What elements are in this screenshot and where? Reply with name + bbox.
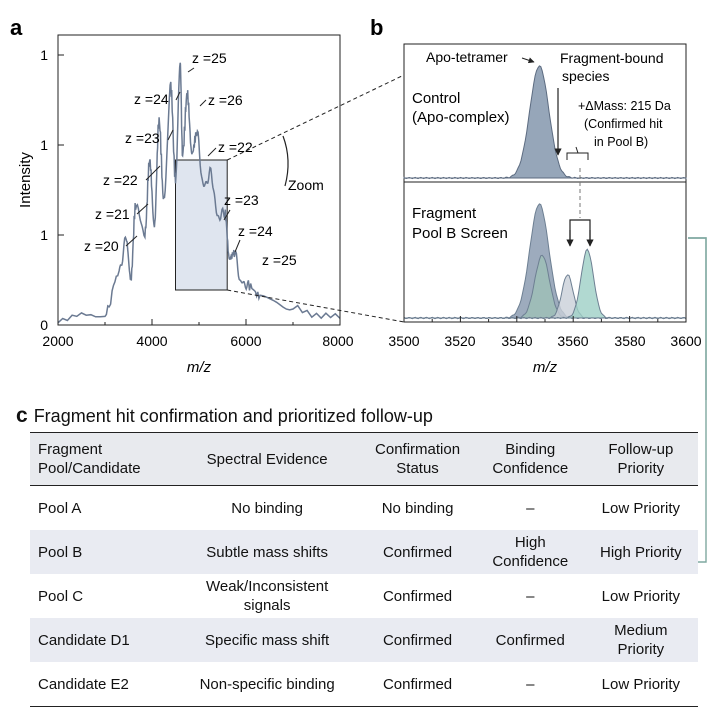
charge-label-z22: z =22 (103, 172, 138, 188)
charge-label-z22-b: z =22 (218, 139, 253, 155)
table-row: Candidate E2 Non-specific binding Confir… (30, 662, 698, 707)
fragment-bound-label-1: Fragment-bound (560, 50, 664, 66)
hits-table: Fragment Pool/Candidate Spectral Evidence… (30, 432, 698, 707)
cell-status: Confirmed (382, 587, 453, 605)
zoom-label: Zoom (288, 177, 324, 193)
pool-b-connector (688, 237, 707, 400)
y-tick-a-3: 1 (40, 47, 48, 63)
screen-label-1: Fragment (412, 205, 477, 222)
cell-candidate: Candidate D1 (38, 631, 130, 649)
mass-label-1: +ΔMass: 215 Da (578, 99, 671, 113)
charge-label-z23-b: z =23 (224, 192, 259, 208)
header-binding: Binding Confidence (492, 441, 569, 477)
cell-priority: Low Priority (601, 587, 681, 605)
mass-label-3: in Pool B) (594, 135, 648, 149)
cell-confidence: High Confidence (492, 534, 569, 570)
y-tick-a-0: 0 (40, 317, 48, 333)
zoom-line-top (226, 74, 405, 161)
cell-status: Confirmed (382, 675, 453, 693)
fragment-bound-label-2: species (562, 68, 609, 84)
charge-label-z25: z =25 (192, 50, 227, 66)
figure-panels: a b 0 1 1 1 2000 4000 6000 8000 m/z Inte… (10, 15, 707, 400)
x-tick-b-1: 3520 (444, 333, 475, 349)
x-tick-a-0: 2000 (42, 333, 73, 349)
cell-evidence: Weak/Inconsistent signals (205, 578, 329, 614)
charge-label-z25-b: z =25 (262, 252, 297, 268)
table-row: Candidate D1 Specific mass shift Confirm… (30, 618, 698, 662)
cell-priority: Medium Priority (614, 622, 668, 658)
table-header-row: Fragment Pool/Candidate Spectral Evidence… (30, 432, 698, 486)
header-confirmation: Confirmation Status (375, 441, 461, 477)
cell-evidence: Non-specific binding (199, 675, 335, 693)
table-row: Pool B Subtle mass shifts Confirmed High… (30, 530, 698, 574)
section-c-title-text: Fragment hit confirmation and prioritize… (33, 406, 433, 426)
header-fragment: Fragment Pool/Candidate (38, 441, 141, 477)
header-priority: Follow-up Priority (608, 441, 674, 477)
control-label-2: (Apo-complex) (412, 109, 510, 126)
cell-confidence: – (526, 587, 535, 605)
x-tick-b-2: 3540 (501, 333, 532, 349)
panel-label-b: b (370, 15, 383, 40)
y-tick-a-1: 1 (40, 227, 48, 243)
charge-label-z21: z =21 (95, 206, 130, 222)
x-axis-label-a: m/z (187, 359, 212, 376)
screen-peak-1 (403, 254, 687, 320)
panel-label-a: a (10, 15, 23, 40)
cell-confidence: – (526, 675, 535, 693)
panel-label-c: c (16, 404, 28, 427)
x-tick-a-3: 8000 (322, 333, 353, 349)
cell-confidence: Confirmed (495, 631, 565, 649)
section-c-title: c Fragment hit confirmation and prioritiz… (16, 404, 433, 428)
x-tick-b-4: 3580 (614, 333, 645, 349)
zoom-line-bottom (227, 289, 405, 323)
charge-label-z20: z =20 (84, 238, 119, 254)
spectrum-line (57, 62, 341, 324)
cell-candidate: Pool A (38, 499, 82, 517)
cell-evidence: No binding (231, 499, 303, 517)
x-tick-a-1: 4000 (136, 333, 167, 349)
charge-label-z23: z =23 (125, 130, 160, 146)
apo-tetramer-label: Apo-tetramer (426, 49, 508, 65)
x-axis-label-b: m/z (533, 359, 558, 376)
y-axis-label-a: Intensity (17, 152, 34, 208)
control-peak (403, 65, 687, 180)
control-label-1: Control (412, 90, 460, 107)
charge-leaders (125, 67, 241, 253)
cell-priority: Low Priority (601, 675, 681, 693)
cell-priority: High Priority (600, 543, 682, 561)
mass-label-2: (Confirmed hit (584, 117, 663, 131)
cell-candidate: Candidate E2 (38, 675, 129, 693)
cell-status: Confirmed (382, 631, 453, 649)
x-tick-b-5: 3600 (670, 333, 701, 349)
charge-label-z26: z =26 (208, 92, 243, 108)
screen-peak-3 (403, 248, 687, 320)
cell-candidate: Pool C (38, 587, 84, 605)
charge-label-z24-b: z =24 (238, 223, 273, 239)
panel-a-chart: 0 1 1 1 2000 4000 6000 8000 m/z Intensit… (17, 34, 405, 376)
cell-priority: Low Priority (601, 499, 681, 517)
panel-b-chart: 3500 3520 3540 3560 3580 3600 m/z Contro… (388, 43, 702, 376)
zoom-box (175, 159, 228, 291)
cell-evidence: Subtle mass shifts (206, 543, 328, 561)
cell-evidence: Specific mass shift (205, 631, 330, 649)
cell-candidate: Pool B (38, 543, 83, 561)
y-tick-a-2: 1 (40, 137, 48, 153)
cell-status: No binding (381, 499, 454, 517)
x-tick-b-0: 3500 (388, 333, 419, 349)
cell-status: Confirmed (382, 543, 453, 561)
table-row: Pool C Weak/Inconsistent signals Confirme… (30, 574, 698, 618)
x-tick-b-3: 3560 (557, 333, 588, 349)
x-tick-a-2: 6000 (230, 333, 261, 349)
screen-label-2: Pool B Screen (412, 225, 508, 242)
header-spectral: Spectral Evidence (206, 450, 328, 468)
cell-confidence: – (526, 499, 535, 517)
charge-label-z24: z =24 (134, 91, 169, 107)
table-row: Pool A No binding No binding – Low Prior… (30, 486, 698, 531)
